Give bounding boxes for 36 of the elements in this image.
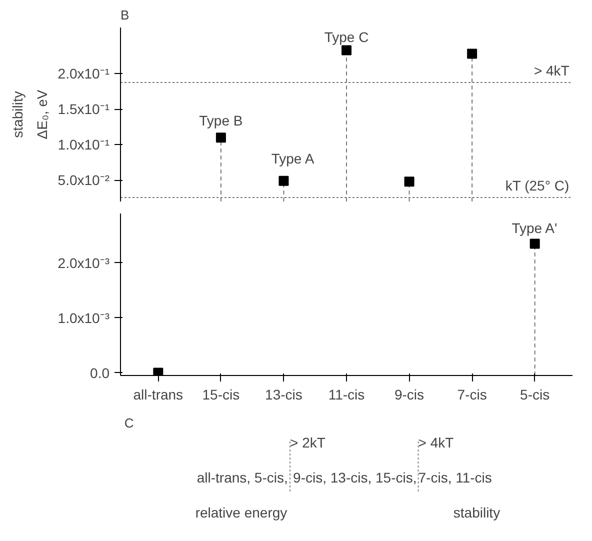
x-tick-label: 11-cis [328, 386, 365, 402]
text: stability [10, 91, 26, 138]
text: > 2kT [290, 434, 326, 450]
x-tick-label: 7-cis [457, 386, 487, 402]
ref-line-label: > 4kT [534, 62, 570, 79]
y-tick-label: 0.0 [90, 364, 110, 381]
y-tick-label: 1.0x10⁻³ [58, 310, 110, 326]
point [342, 45, 352, 56]
point [467, 48, 478, 59]
annotation: Type C [324, 28, 369, 45]
ref-line-label: kT (25° C) [505, 177, 570, 194]
point [404, 176, 414, 187]
x-tick-label: 15-cis [202, 386, 240, 402]
y-axis-title: ΔE₀, eV [34, 89, 50, 140]
annotation: Type A' [512, 220, 558, 236]
y-tick-label: 1.0x10⁻¹ [58, 136, 110, 153]
text: all-trans, 5-cis, [196, 470, 288, 486]
text: > 4kT [418, 434, 454, 450]
text: 9-cis, 13-cis, 15-cis, [293, 470, 417, 486]
annotation: Type A [271, 150, 315, 167]
x-tick-label: 5-cis [520, 386, 550, 402]
x-tick-label: 9-cis [394, 386, 424, 402]
point [278, 176, 289, 186]
annotation: Type B [199, 112, 243, 128]
x-tick-label: 13-cis [265, 386, 302, 402]
y-tick-label: 2.0x10⁻¹ [58, 66, 110, 82]
text: stability [453, 504, 500, 520]
text: relative energy [195, 504, 288, 520]
y-tick-label: 2.0x10⁻³ [58, 254, 110, 271]
y-tick-label: 1.5x10⁻¹ [58, 101, 110, 118]
text: 7-cis, 11-cis [418, 470, 492, 486]
point [216, 132, 226, 143]
chart-title: B [120, 8, 130, 22]
y-tick-label: 5.0x10⁻² [58, 172, 110, 188]
x-tick-label: all-trans [133, 386, 184, 402]
text: C [124, 416, 134, 430]
